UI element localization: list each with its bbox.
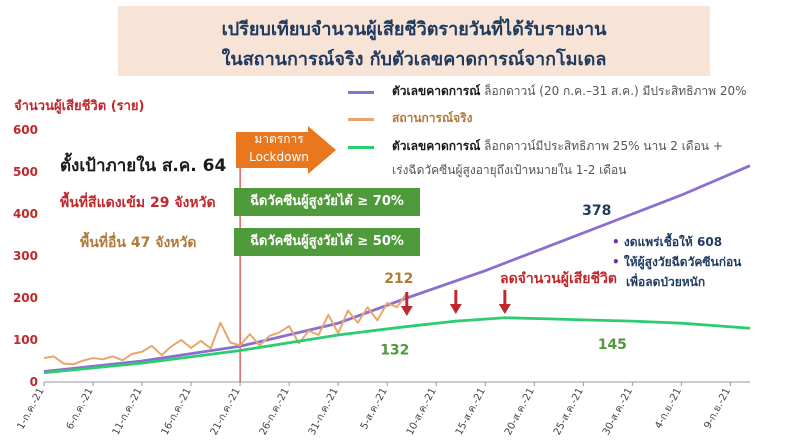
legend-purple-sub: ล็อกดาวน์ (20 ก.ค.–31 ส.ค.) มีประสิทธิภา… — [480, 84, 747, 98]
side-note-2-text: ให้ผู้สูงวัยฉีดวัคซีนก่อน — [623, 255, 742, 269]
x-tick-label: 1-ก.ค.-21 — [16, 386, 47, 431]
reduce-arrow-head — [498, 304, 511, 314]
x-tick-label: 30-ส.ค.-21 — [601, 386, 635, 437]
legend-entry-purple: ตัวเลขคาดการณ์ ล็อกดาวน์ (20 ก.ค.–31 ส.ค… — [392, 82, 747, 101]
data-label: 212 — [384, 271, 413, 287]
data-label: 378 — [582, 203, 611, 219]
lockdown-label-line2: Lockdown — [249, 150, 309, 164]
y-tick-label: 0 — [30, 375, 38, 389]
x-tick-label: 16-ก.ค.-21 — [160, 386, 194, 437]
zone-red-annotation: พื้นที่สีแดงเข้ม 29 จังหวัด — [60, 195, 216, 211]
legend-swatch-orange — [348, 118, 374, 121]
legend-entry-green: ตัวเลขคาดการณ์ ล็อกดาวน์มีประสิทธิภาพ 25… — [392, 137, 723, 156]
side-note-3: เพื่อลดป่วยหนัก — [612, 272, 782, 292]
reduce-arrow-head — [400, 306, 413, 316]
reduce-deaths-annotation: ลดจำนวนผู้เสียชีวิต — [500, 271, 617, 287]
y-tick-label: 400 — [13, 207, 38, 221]
legend-swatch-green — [348, 146, 374, 149]
legend-green-sub2: เร่งฉีดวัคซีนผู้สูงอายุถึงเป้าหมายใน 1-2… — [392, 163, 627, 177]
side-note-1-text: งดแพร่เชื้อให้ 608 — [623, 235, 723, 249]
y-tick-label: 500 — [13, 165, 38, 179]
x-tick-label: 26-ก.ค.-21 — [258, 386, 292, 437]
title-box: เปรียบเทียบจำนวนผู้เสียชีวิตรายวันที่ได้… — [118, 6, 710, 76]
x-tick-label: 15-ส.ค.-21 — [454, 386, 488, 437]
legend-green-main: ตัวเลขคาดการณ์ — [392, 139, 481, 153]
vax-red-box: ฉีดวัคซีนผู้สูงวัยได้ ≥ 70% — [234, 188, 420, 216]
x-tick-label: 10-ส.ค.-21 — [405, 386, 439, 437]
series-line-1 — [43, 292, 408, 366]
y-tick-label: 100 — [13, 333, 38, 347]
side-note-2: • ให้ผู้สูงวัยฉีดวัคซีนก่อน — [612, 255, 742, 269]
target-annotation: ตั้งเป้าภายใน ส.ค. 64 — [60, 156, 227, 176]
lockdown-label-line1: มาตรการ — [254, 132, 304, 146]
series-line-0 — [43, 164, 751, 373]
lockdown-arrow-shape — [236, 126, 336, 174]
x-tick-label: 20-ส.ค.-21 — [503, 386, 537, 437]
x-tick-label: 11-ก.ค.-21 — [111, 386, 145, 437]
y-tick-label: 600 — [13, 123, 38, 137]
y-axis-label: จำนวนผู้เสียชีวิต (ราย) — [14, 99, 145, 114]
zone-other-annotation: พื้นที่อื่น 47 จังหวัด — [80, 235, 197, 251]
x-tick-label: 5-ส.ค.-21 — [359, 386, 390, 431]
legend-swatch-purple — [348, 91, 374, 94]
chart-title-line1: เปรียบเทียบจำนวนผู้เสียชีวิตรายวันที่ได้… — [221, 19, 607, 40]
x-tick-label: 9-ก.ย.-21 — [702, 386, 733, 431]
series-line-2 — [43, 316, 751, 375]
side-notes: • งดแพร่เชื้อให้ 608 • ให้ผู้สูงวัยฉีดวั… — [612, 232, 782, 292]
y-tick-label: 300 — [13, 249, 38, 263]
reduce-arrow-head — [449, 304, 462, 314]
data-label: 145 — [598, 337, 627, 353]
side-note-1: • งดแพร่เชื้อให้ 608 — [612, 235, 723, 249]
y-tick-label: 200 — [13, 291, 38, 305]
data-label: 132 — [380, 343, 409, 359]
chart-title-line2: ในสถานการณ์จริง กับตัวเลขคาดการณ์จากโมเด… — [221, 49, 607, 70]
x-tick-label: 6-ก.ค.-21 — [65, 386, 96, 431]
x-tick-label: 31-ก.ค.-21 — [307, 386, 341, 437]
legend-entry-orange: สถานการณ์จริง — [392, 109, 472, 128]
legend-green-sub: ล็อกดาวน์มีประสิทธิภาพ 25% นาน 2 เดือน + — [480, 139, 723, 153]
legend-purple-main: ตัวเลขคาดการณ์ — [392, 84, 481, 98]
x-tick-label: 4-ก.ย.-21 — [653, 386, 684, 431]
x-tick-label: 25-ส.ค.-21 — [552, 386, 586, 437]
side-note-3-text: เพื่อลดป่วยหนัก — [626, 275, 706, 289]
x-tick-label: 21-ก.ค.-21 — [209, 386, 243, 437]
lockdown-label: มาตรการ Lockdown — [236, 130, 322, 166]
vax-other-box: ฉีดวัคซีนผู้สูงวัยได้ ≥ 50% — [234, 228, 420, 256]
legend-orange-main: สถานการณ์จริง — [392, 111, 473, 125]
